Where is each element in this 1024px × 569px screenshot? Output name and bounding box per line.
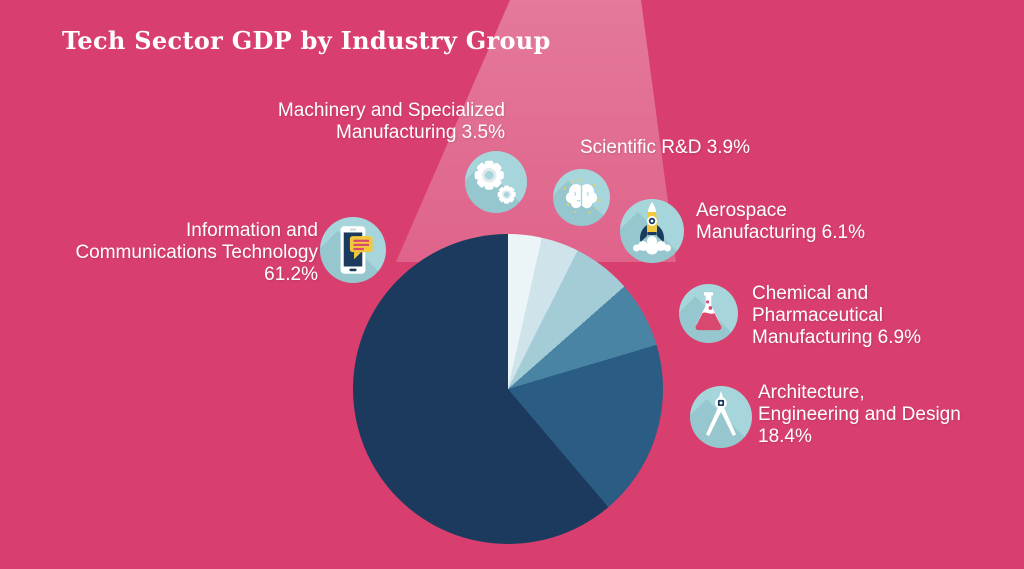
label-line: Engineering and Design [758, 404, 961, 426]
page-title: Tech Sector GDP by Industry Group [62, 26, 551, 55]
compass-icon [705, 390, 737, 436]
label-machinery: Machinery and Specialized Manufacturing … [278, 100, 505, 144]
pie-chart [353, 234, 663, 544]
architecture-icon-badge [690, 386, 752, 448]
label-scientific-rd: Scientific R&D 3.9% [580, 137, 750, 159]
flask-icon [695, 292, 722, 331]
label-line: Machinery and Specialized [277, 100, 505, 121]
label-line: Information and [185, 220, 318, 241]
label-architecture: Architecture, Engineering and Design 18.… [758, 382, 961, 448]
gears-icon [474, 160, 516, 204]
label-line: Architecture, [758, 382, 865, 403]
label-line: Chemical and [752, 283, 869, 304]
label-line: 18.4% [758, 426, 812, 448]
aerospace-icon-badge [620, 199, 684, 263]
label-aerospace: Aerospace Manufacturing 6.1% [696, 200, 865, 244]
label-line: Communications Technology [75, 242, 318, 264]
label-line: Manufacturing 6.9% [752, 327, 921, 349]
machinery-icon-badge [465, 151, 527, 213]
label-ict: Information and Communications Technolog… [75, 220, 318, 286]
label-line: Manufacturing 6.1% [696, 222, 865, 244]
label-line: Scientific R&D 3.9% [580, 137, 751, 158]
smartphone-icon [340, 226, 373, 274]
label-line: 61.2% [264, 264, 318, 286]
label-line: Aerospace [696, 200, 787, 221]
brain-icon [563, 178, 600, 214]
label-line: Pharmaceutical [752, 305, 883, 327]
label-chemical: Chemical and Pharmaceutical Manufacturin… [752, 283, 921, 349]
scientific-icon-badge [553, 169, 610, 226]
label-line: Manufacturing 3.5% [336, 122, 505, 144]
rocket-icon [633, 202, 671, 255]
ict-icon-badge [320, 217, 386, 283]
chemical-icon-badge [679, 284, 738, 343]
